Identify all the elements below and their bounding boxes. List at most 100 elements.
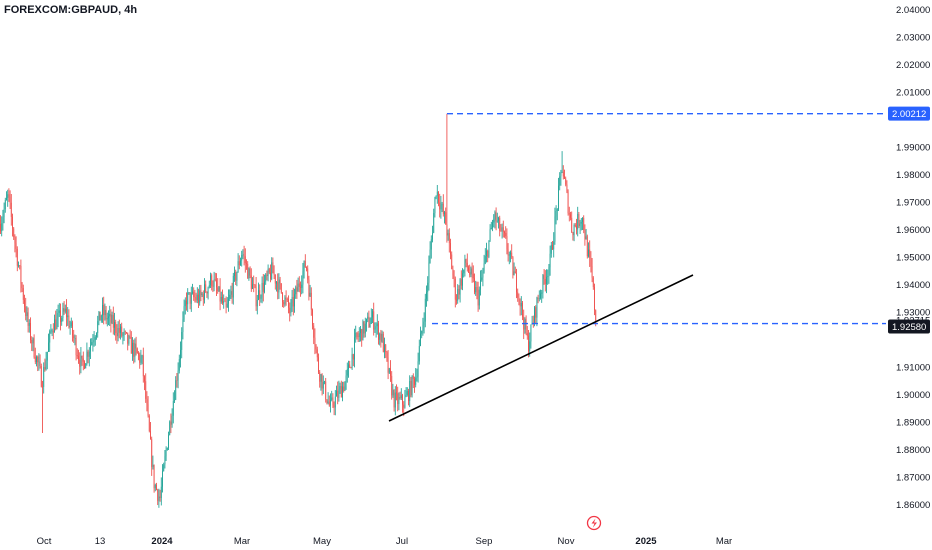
- candle-body: [38, 361, 40, 363]
- trend-line[interactable]: [388, 274, 694, 422]
- candle-body: [102, 304, 103, 316]
- candle-body: [240, 260, 241, 266]
- candle-body: [70, 322, 72, 327]
- candle-body: [410, 381, 412, 396]
- candle-body: [57, 312, 59, 318]
- candle-body: [60, 310, 61, 322]
- candle-body: [205, 284, 207, 292]
- candle-body: [331, 397, 333, 400]
- candle-body: [272, 262, 274, 274]
- candle-body: [262, 282, 264, 292]
- candle-body: [146, 398, 148, 405]
- candle-body: [397, 393, 399, 405]
- candle-body: [386, 352, 388, 358]
- candle-body: [235, 272, 237, 281]
- candle-body: [140, 357, 142, 363]
- candle-body: [363, 321, 365, 334]
- y-tick-label: 1.91000: [896, 363, 930, 374]
- candle-body: [468, 267, 469, 273]
- candle-body: [314, 337, 316, 346]
- candle-body: [10, 202, 12, 217]
- candle-body: [526, 333, 528, 336]
- candle-body: [310, 292, 312, 310]
- x-tick-label: Mar: [716, 536, 732, 547]
- candle-body: [165, 449, 167, 457]
- candle-body: [368, 316, 370, 328]
- candle-body: [499, 217, 501, 231]
- lower-price-badge-label: 1.92580: [892, 322, 926, 333]
- candle-body: [132, 342, 133, 354]
- candle-body: [381, 333, 383, 342]
- candle-body: [62, 308, 64, 319]
- candle-body: [438, 191, 439, 203]
- candle-body: [544, 279, 546, 284]
- candle-body: [440, 204, 442, 210]
- candle-body: [391, 375, 393, 396]
- candle-body: [325, 381, 327, 400]
- candle-body: [40, 365, 42, 387]
- candle-body: [476, 287, 478, 290]
- candle-body: [151, 439, 153, 467]
- candle-body: [171, 415, 173, 425]
- candle-body: [354, 337, 355, 360]
- candle-body: [537, 297, 539, 299]
- candle-body: [446, 224, 448, 236]
- candle-body: [400, 395, 402, 399]
- candle-body: [595, 310, 597, 324]
- candle-body: [345, 375, 347, 383]
- candle-body: [231, 291, 233, 298]
- candle-body: [423, 321, 425, 325]
- candle-body: [232, 275, 234, 298]
- candle-body: [188, 292, 190, 293]
- candle-body: [224, 301, 226, 302]
- candle-body: [387, 357, 389, 373]
- candle-body: [542, 275, 544, 293]
- candle-body: [201, 293, 203, 296]
- candle-body: [430, 239, 432, 250]
- candle-body: [458, 289, 460, 295]
- candle-body: [43, 367, 45, 387]
- candle-body: [255, 286, 257, 307]
- candle-body: [36, 356, 37, 362]
- candle-body: [388, 368, 390, 373]
- candle-body: [237, 261, 239, 272]
- candle-body: [494, 212, 496, 220]
- candle-body: [498, 217, 499, 221]
- candle-body: [213, 279, 215, 287]
- candle-body: [528, 335, 529, 352]
- candle-body: [309, 292, 311, 297]
- candle-body: [324, 381, 325, 383]
- candle-body: [152, 464, 154, 467]
- candle-body: [162, 470, 163, 487]
- candle-body: [315, 345, 317, 350]
- candle-body: [303, 260, 305, 272]
- candle-body: [339, 386, 341, 389]
- candle-body: [492, 222, 493, 228]
- candle-body: [114, 322, 115, 328]
- candle-body: [276, 282, 277, 284]
- candle-body: [520, 302, 522, 307]
- replay-icon[interactable]: [586, 515, 602, 531]
- candle-body: [12, 216, 13, 229]
- candle-body: [327, 401, 329, 403]
- candle-body: [116, 332, 118, 337]
- candle-body: [348, 364, 349, 370]
- candle-body: [264, 281, 265, 292]
- candle-body: [524, 319, 526, 330]
- candle-body: [210, 275, 211, 286]
- candle-body: [3, 209, 5, 218]
- candle-body: [32, 338, 34, 344]
- candle-body: [81, 355, 83, 359]
- candle-body: [402, 395, 403, 405]
- candle-body: [500, 230, 502, 232]
- candle-body: [218, 286, 220, 292]
- candle-body: [292, 297, 294, 307]
- candle-body: [530, 324, 532, 342]
- candle-body: [416, 376, 418, 378]
- candle-body: [123, 331, 125, 335]
- candle-body: [506, 236, 508, 250]
- candle-body: [24, 299, 25, 307]
- candle-body: [360, 329, 361, 334]
- candle-body: [206, 291, 208, 294]
